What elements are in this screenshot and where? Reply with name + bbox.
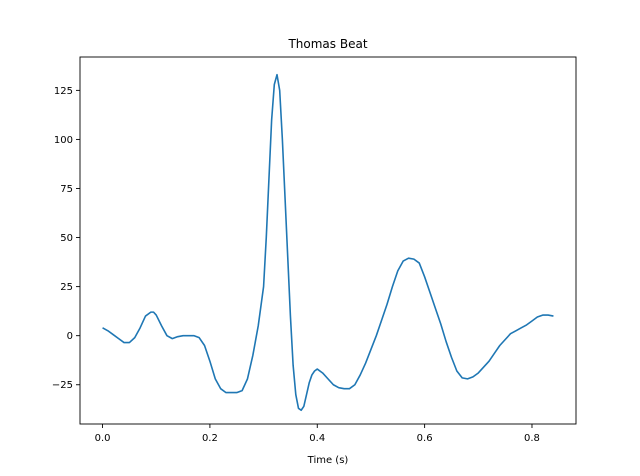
plot-area	[102, 73, 554, 412]
y-axis: −25 0 25 50 75 100 125	[52, 86, 80, 391]
y-tick-label: −25	[52, 380, 73, 391]
y-tick-label: 75	[60, 184, 73, 195]
x-axis: 0.0 0.2 0.4 0.6 0.8	[95, 424, 540, 444]
series-line-0	[102, 73, 554, 412]
x-tick-label: 0.2	[202, 433, 218, 444]
y-tick-label: 100	[54, 135, 73, 146]
x-tick-label: 0.4	[309, 433, 325, 444]
x-tick-label: 0.6	[417, 433, 433, 444]
x-tick-label: 0.8	[524, 433, 540, 444]
y-tick-label: 125	[54, 86, 73, 97]
x-tick-label: 0.0	[95, 433, 111, 444]
chart-title: Thomas Beat	[287, 37, 367, 51]
y-tick-label: 25	[60, 282, 73, 293]
y-tick-label: 0	[67, 331, 73, 342]
x-axis-label: Time (s)	[307, 455, 349, 466]
y-tick-label: 50	[60, 233, 73, 244]
axes-frame	[79, 56, 577, 425]
